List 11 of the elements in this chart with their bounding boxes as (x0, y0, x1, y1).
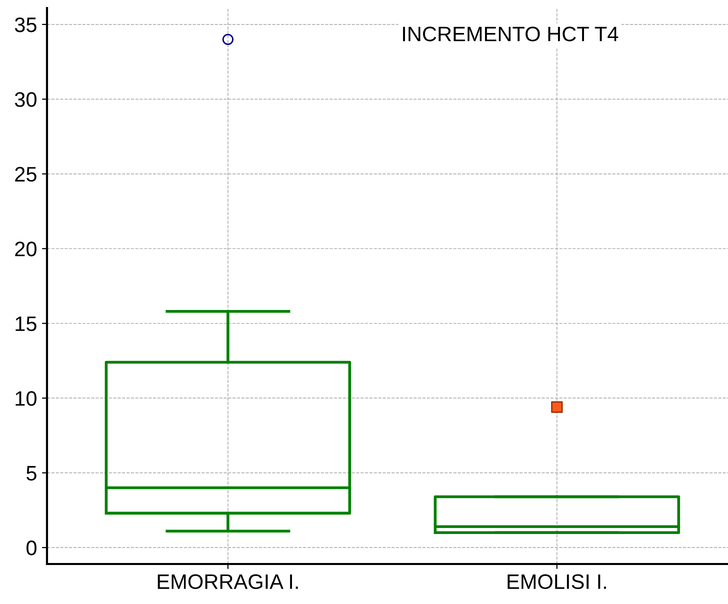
y-tick-label: 10 (16, 391, 36, 406)
y-tick-label: 20 (15, 242, 36, 256)
x-tick-label: EMOLISI I. (508, 574, 606, 590)
y-tick-label: 5 (26, 466, 36, 481)
y-tick-label: 25 (15, 166, 36, 182)
x-tick-label: EMORRAGIA I. (158, 574, 298, 590)
y-tick-label: 30 (14, 92, 36, 107)
y-tick-label: 0 (26, 540, 36, 556)
text: INCREMENTO HCT T4 (403, 26, 618, 42)
y-tick-label: 35 (14, 17, 36, 32)
y-tick-label: 15 (16, 316, 36, 332)
